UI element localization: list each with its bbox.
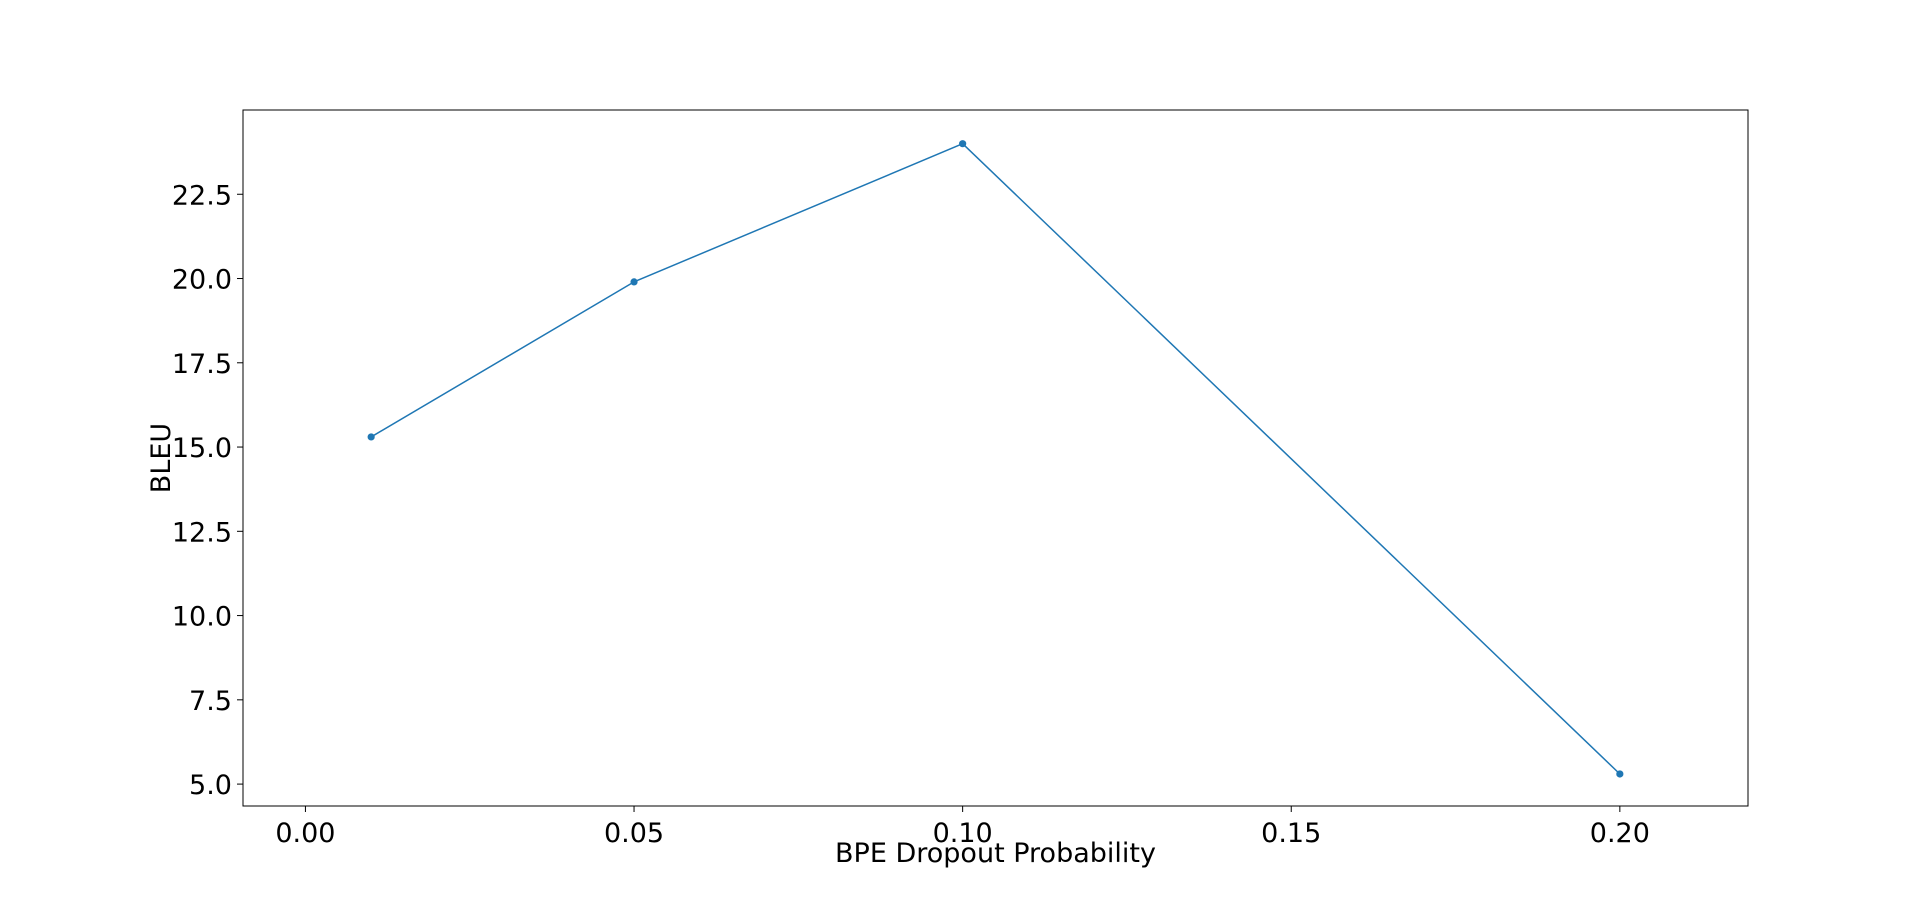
y-tick-label: 12.5	[172, 517, 232, 548]
x-tick-label: 0.20	[1590, 818, 1650, 849]
x-axis: 0.00 0.05 0.10 0.15 0.20	[275, 806, 1650, 849]
data-point	[630, 278, 638, 286]
plot-frame	[242, 109, 1749, 807]
y-tick-label: 17.5	[172, 349, 232, 380]
data-point	[367, 433, 375, 441]
series-layer	[367, 140, 1624, 778]
y-tick-label: 20.0	[172, 265, 232, 296]
data-point	[959, 140, 967, 148]
y-axis: 5.0 7.5 10.0 12.5 15.0 17.5 20.0 22.5	[172, 180, 243, 801]
x-tick-label: 0.15	[1261, 818, 1321, 849]
data-point	[1616, 770, 1624, 778]
x-tick-label: 0.05	[604, 818, 664, 849]
series-line	[370, 142, 1621, 775]
y-tick-label: 22.5	[172, 180, 232, 211]
x-tick-label: 0.10	[933, 818, 993, 849]
y-tick-label: 10.0	[172, 602, 232, 633]
x-axis-title: BPE Dropout Probability	[835, 838, 1156, 869]
y-tick-label: 5.0	[189, 770, 232, 801]
y-tick-label: 15.0	[172, 433, 232, 464]
x-tick-label: 0.00	[275, 818, 335, 849]
y-tick-label: 7.5	[189, 686, 232, 717]
y-axis-title: BLEU	[146, 423, 177, 493]
